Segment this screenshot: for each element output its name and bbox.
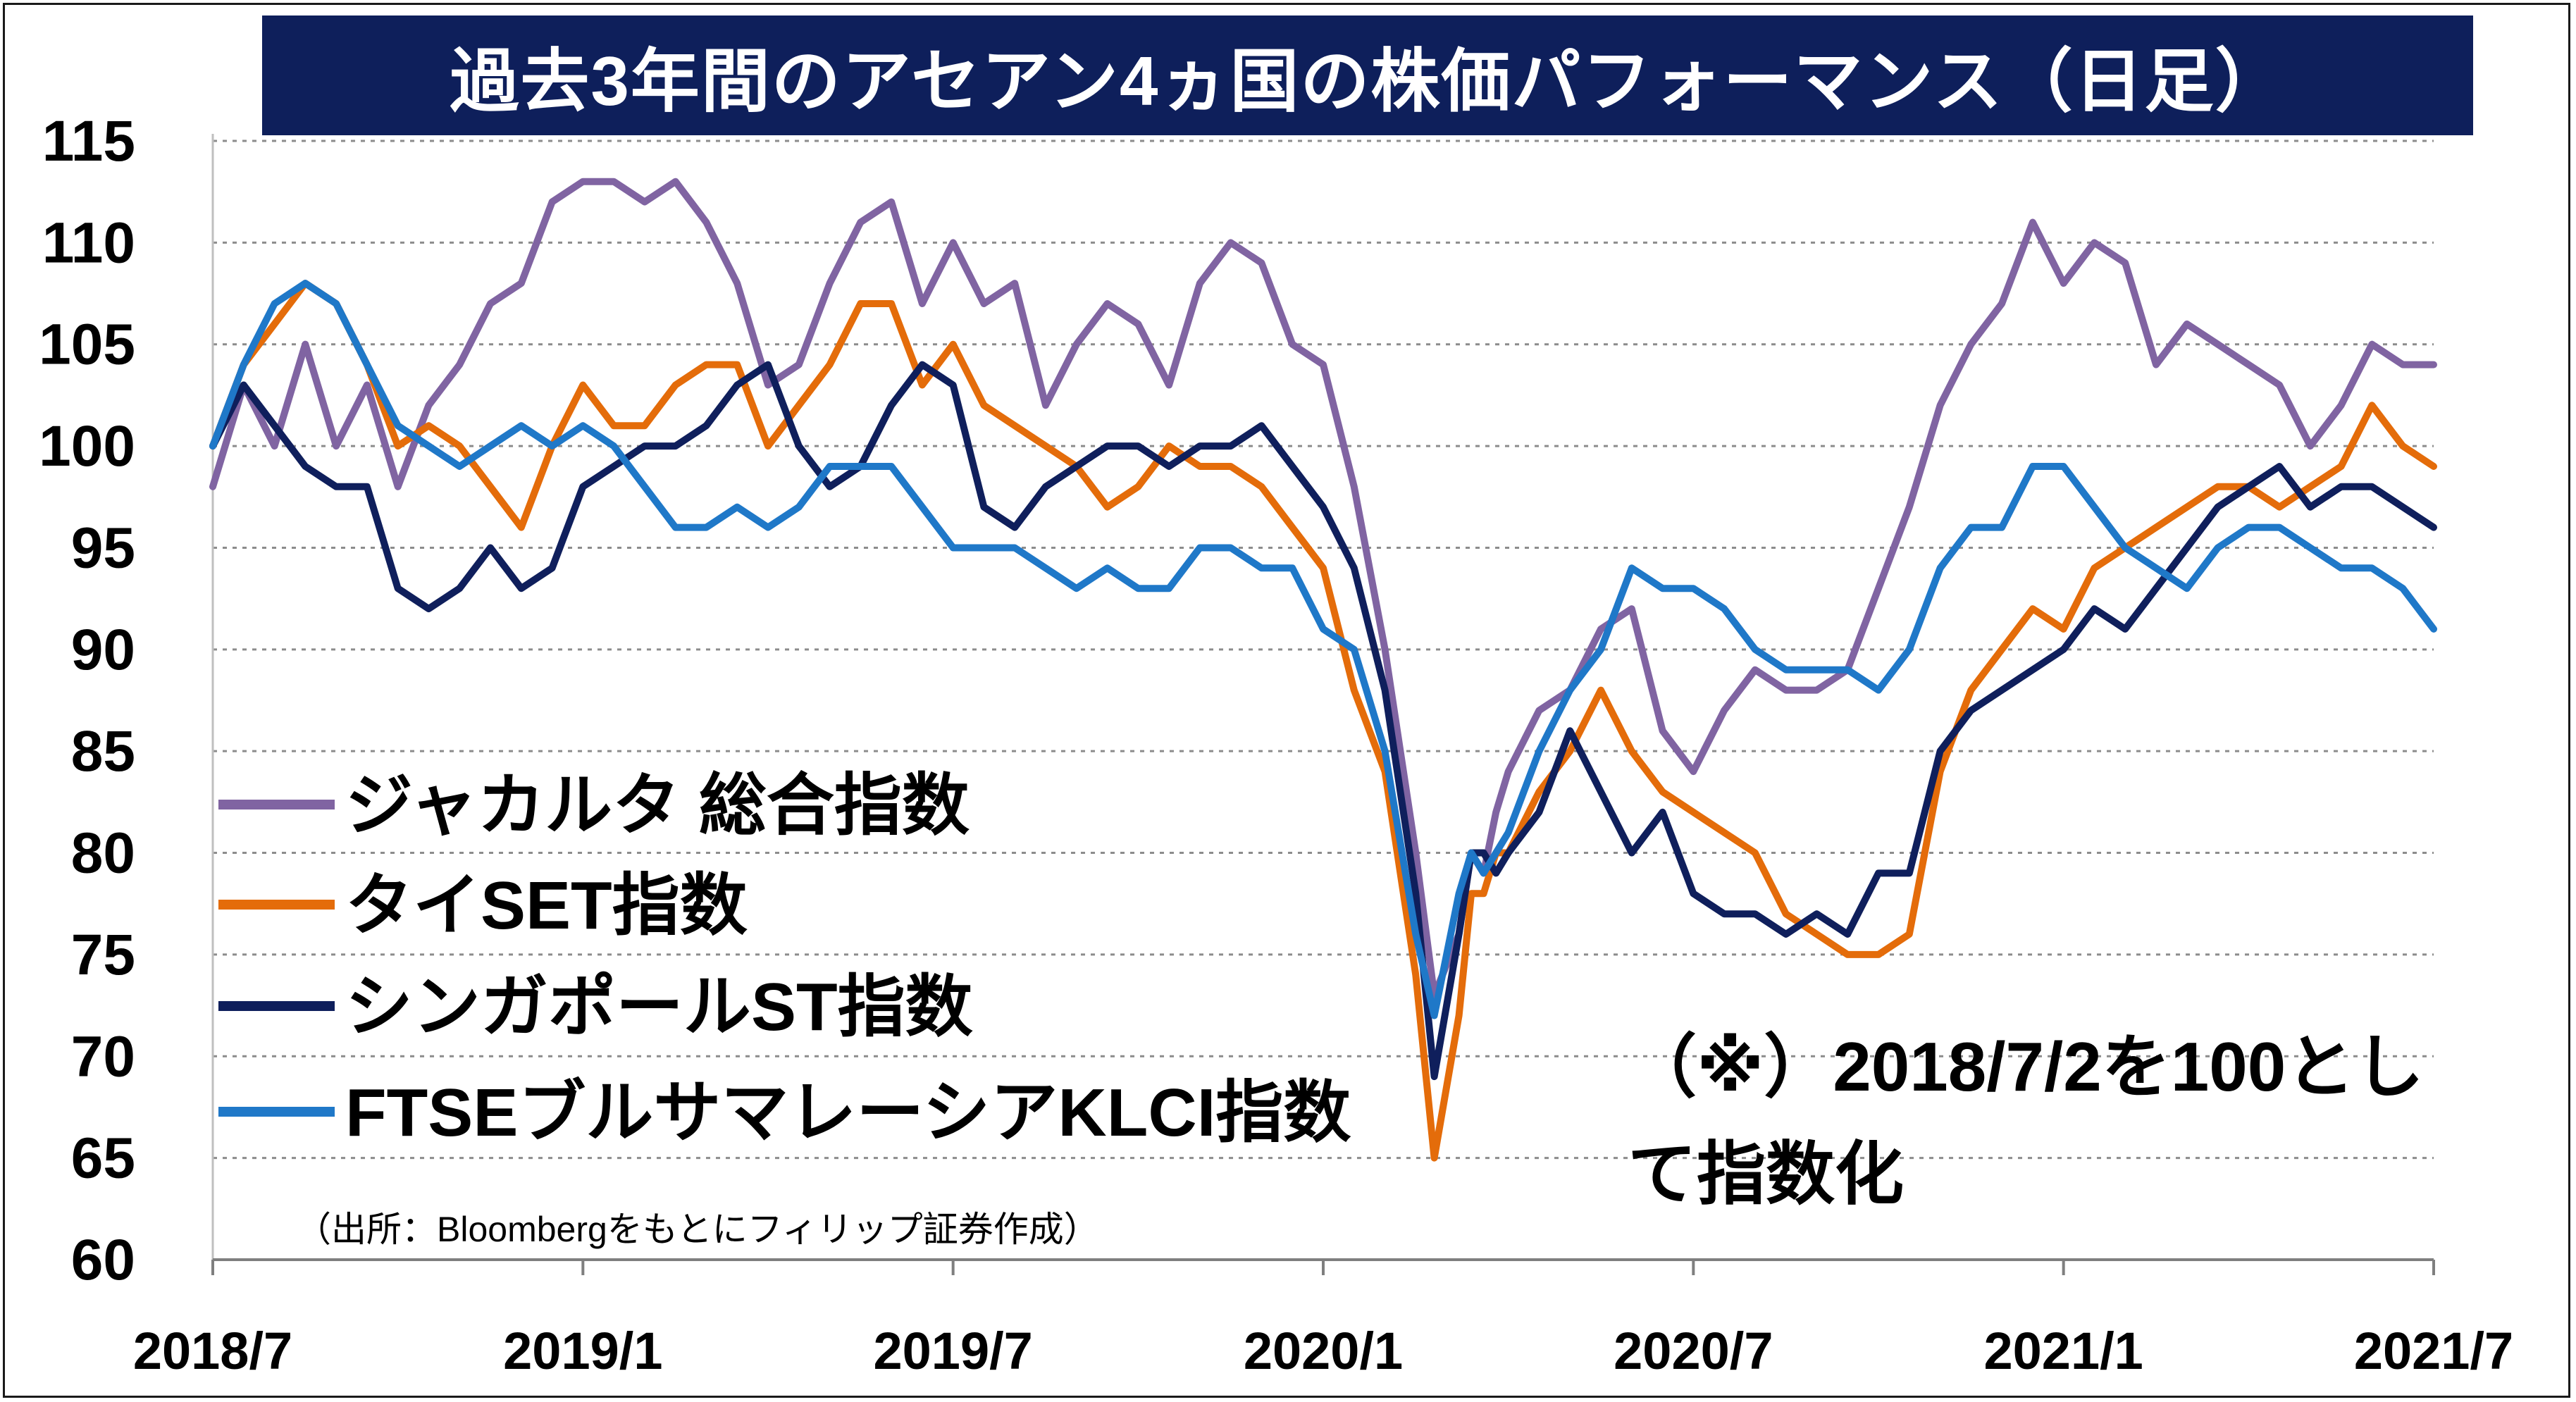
y-tick-label-75: 75 — [71, 923, 135, 987]
x-tick-label-2021/1: 2021/1 — [1983, 1322, 2143, 1380]
x-tick-label-2019/7: 2019/7 — [873, 1322, 1032, 1380]
y-tick-label-85: 85 — [71, 719, 135, 783]
legend-label-2: タイSET指数 — [345, 868, 748, 943]
y-tick-label-105: 105 — [39, 313, 135, 377]
series-line-4 — [209, 280, 2437, 1019]
y-tick-label-115: 115 — [42, 109, 135, 173]
legend-label-3: シンガポールST指数 — [345, 969, 973, 1045]
y-tick-label-60: 60 — [71, 1228, 135, 1292]
y-tick-label-70: 70 — [71, 1024, 135, 1088]
series-line-3 — [209, 361, 2437, 1081]
note-line-1: （※）2018/7/2を100とし — [1628, 1028, 2424, 1105]
y-tick-label-110: 110 — [42, 211, 135, 275]
y-tick-labels: 60 65 70 75 80 85 90 95 100 105 110 115 — [39, 109, 135, 1292]
series-line-1 — [209, 178, 2437, 999]
series-lines — [209, 178, 2437, 1162]
x-tick-labels: 2018/7 2019/1 2019/7 2020/1 2020/7 2021/1 2021… — [133, 1260, 2513, 1380]
legend-label-1: ジャカルタ 総合指数 — [345, 768, 970, 843]
chart-title: 過去3年間のアセアン4ヵ国の株価パフォーマンス（日足） — [262, 15, 2473, 135]
x-tick-label-2019/1: 2019/1 — [503, 1322, 662, 1380]
source-note: （出所：Bloombergをもとにフィリップ証券作成） — [296, 1210, 1099, 1249]
y-tick-label-90: 90 — [71, 618, 135, 682]
y-tick-label-100: 100 — [39, 414, 135, 478]
legend-label-4: FTSEブルサマレーシアKLCI指数 — [345, 1075, 1351, 1150]
y-tick-label-95: 95 — [71, 516, 135, 580]
y-tick-label-80: 80 — [71, 821, 135, 886]
series-line-2 — [209, 280, 2437, 1162]
x-tick-label-2018/7: 2018/7 — [133, 1322, 292, 1380]
chart-frame — [3, 3, 2570, 1398]
note-line-2: て指数化 — [1628, 1135, 1904, 1212]
x-tick-label-2020/1: 2020/1 — [1244, 1322, 1403, 1380]
x-tick-label-2020/7: 2020/7 — [1614, 1322, 1773, 1380]
y-tick-label-65: 65 — [71, 1127, 135, 1191]
x-tick-label-2021/7: 2021/7 — [2354, 1322, 2513, 1380]
